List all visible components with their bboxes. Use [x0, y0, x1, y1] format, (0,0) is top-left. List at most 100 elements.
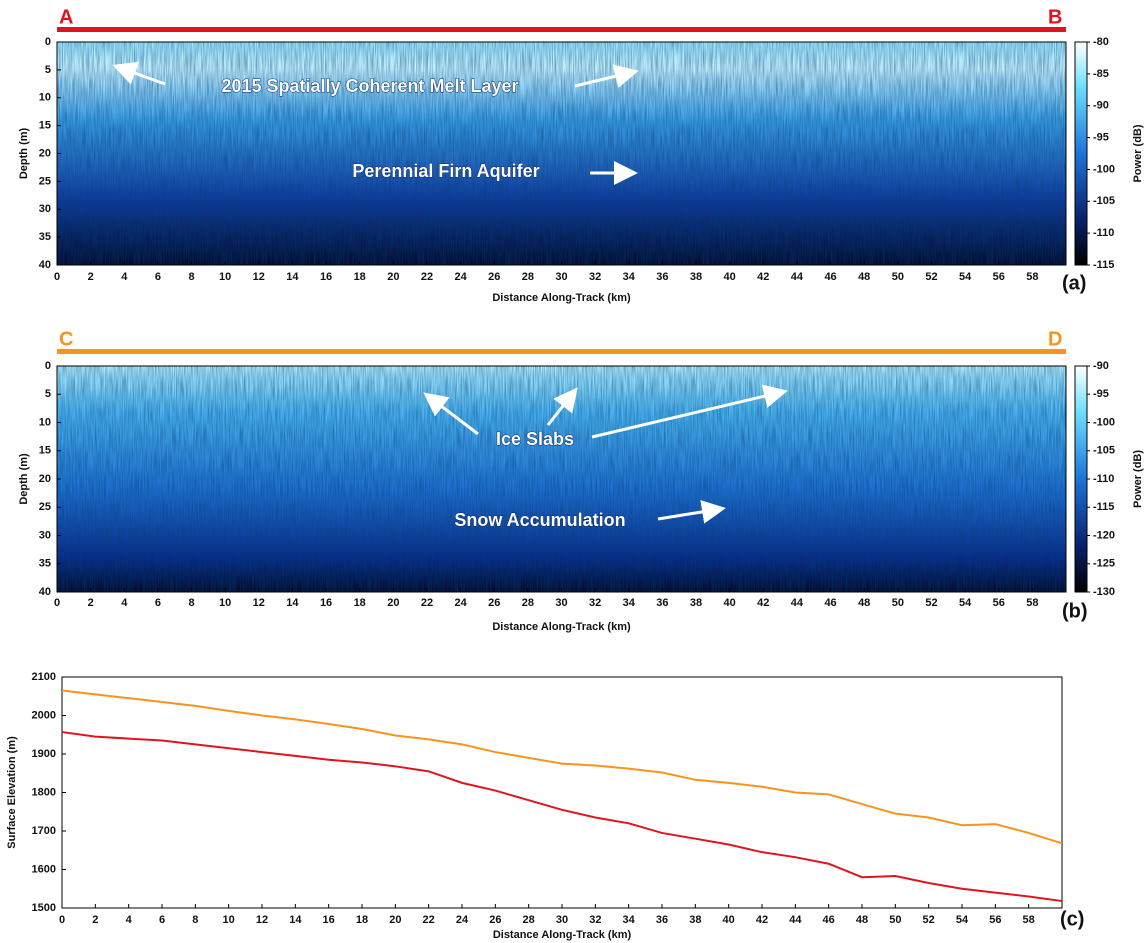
x-tick-label: 36 — [656, 914, 668, 926]
colorbar-tick-label: -80 — [1093, 36, 1109, 48]
x-tick-label: 38 — [690, 597, 702, 609]
x-tick-label: 36 — [656, 271, 668, 283]
panel-label: (a) — [1062, 272, 1086, 294]
x-tick-label: 12 — [253, 271, 265, 283]
x-tick-label: 46 — [824, 597, 836, 609]
x-tick-label: 2 — [88, 597, 94, 609]
x-tick-label: 16 — [320, 597, 332, 609]
colorbar-tick-label: -90 — [1093, 100, 1109, 112]
x-tick-label: 14 — [286, 271, 299, 283]
x-tick-label: 58 — [1026, 271, 1038, 283]
x-tick-label: 42 — [757, 597, 769, 609]
x-tick-label: 22 — [421, 271, 433, 283]
x-tick-label: 6 — [155, 271, 161, 283]
x-tick-label: 4 — [121, 597, 128, 609]
colorbar-tick-label: -95 — [1093, 388, 1109, 400]
x-tick-label: 22 — [423, 914, 435, 926]
x-tick-label: 6 — [159, 914, 165, 926]
x-tick-label: 10 — [219, 597, 231, 609]
x-tick-label: 44 — [789, 914, 802, 926]
x-tick-label: 24 — [454, 597, 467, 609]
x-tick-label: 14 — [289, 914, 302, 926]
x-tick-label: 42 — [757, 271, 769, 283]
x-tick-label: 40 — [724, 597, 736, 609]
profile-end: B — [1048, 6, 1062, 28]
x-tick-label: 28 — [522, 271, 534, 283]
x-tick-label: 50 — [889, 914, 901, 926]
axes-box — [61, 676, 1063, 909]
x-tick-label: 30 — [556, 914, 568, 926]
x-tick-label: 54 — [956, 914, 969, 926]
y-tick-label: 30 — [39, 203, 51, 215]
colorbar-tick-label: -100 — [1093, 416, 1115, 428]
y-tick-label: 20 — [39, 473, 51, 485]
x-tick-label: 38 — [690, 271, 702, 283]
annotation: Perennial Firn Aquifer — [352, 161, 539, 181]
y-tick-label: 1500 — [32, 902, 56, 914]
y-tick-label: 40 — [39, 586, 51, 598]
x-tick-label: 8 — [188, 597, 194, 609]
x-tick-label: 48 — [858, 271, 870, 283]
annotation: 2015 Spatially Coherent Melt Layer — [221, 76, 518, 96]
axes-box — [56, 41, 1067, 266]
x-tick-label: 40 — [723, 914, 735, 926]
x-tick-label: 52 — [923, 914, 935, 926]
arrow — [591, 384, 788, 439]
x-tick-label: 30 — [555, 271, 567, 283]
panels: A B0 2 4 6 8 10 12 14 16 18 20 22 24 26 28 30 32 34 36 38 40 4… — [6, 6, 1144, 941]
panel-label: (b) — [1062, 600, 1088, 622]
y-tick-label: 35 — [39, 231, 51, 243]
y-tick-label: 10 — [39, 416, 51, 428]
x-tick-label: 18 — [354, 271, 366, 283]
colorbar-tick-label: -110 — [1093, 227, 1114, 239]
x-tick-label: 28 — [523, 914, 535, 926]
colorbar-tick-label: -115 — [1093, 501, 1114, 513]
x-tick-label: 42 — [756, 914, 768, 926]
y-tick-label: 1800 — [32, 786, 56, 798]
x-tick-label: 2 — [92, 914, 98, 926]
x-tick-label: 20 — [389, 914, 401, 926]
x-tick-label: 52 — [925, 271, 937, 283]
x-axis-title: Distance Along-Track (km) — [492, 292, 631, 304]
x-tick-label: 48 — [856, 914, 868, 926]
colorbar-tick-label: -95 — [1093, 131, 1109, 143]
y-tick-label: 15 — [39, 120, 51, 132]
x-tick-label: 4 — [126, 914, 133, 926]
x-tick-label: 34 — [623, 914, 636, 926]
x-tick-label: 38 — [689, 914, 701, 926]
x-axis-title: Distance Along-Track (km) — [493, 929, 632, 941]
x-tick-label: 28 — [522, 597, 534, 609]
x-tick-label: 44 — [791, 597, 804, 609]
arrow — [112, 61, 166, 86]
x-tick-label: 46 — [823, 914, 835, 926]
x-tick-label: 0 — [59, 914, 65, 926]
radargram-texture — [57, 366, 1066, 592]
y-tick-label: 1900 — [32, 748, 56, 760]
y-axis-title: Depth (m) — [18, 453, 30, 505]
arrow — [657, 500, 726, 524]
elevation-line — [61, 731, 1063, 903]
x-tick-label: 4 — [121, 271, 128, 283]
y-tick-label: 1700 — [32, 825, 56, 837]
x-tick-label: 44 — [791, 271, 804, 283]
x-tick-label: 58 — [1026, 597, 1038, 609]
profile-start: C — [59, 328, 73, 350]
colorbar-tick-label: -90 — [1093, 360, 1109, 372]
x-tick-label: 10 — [219, 271, 231, 283]
axes-box — [56, 365, 1067, 593]
x-tick-label: 40 — [724, 271, 736, 283]
y-tick-label: 2000 — [32, 709, 56, 721]
arrow — [574, 64, 639, 88]
x-tick-label: 0 — [54, 597, 60, 609]
colorbar-tick-label: -115 — [1093, 259, 1114, 271]
colorbar-tick-label: -130 — [1093, 586, 1115, 598]
x-tick-label: 18 — [356, 914, 368, 926]
arrow — [423, 392, 479, 436]
arrow — [546, 387, 578, 426]
profile-end: D — [1048, 328, 1062, 350]
x-tick-label: 24 — [454, 271, 467, 283]
y-tick-label: 5 — [45, 64, 51, 76]
panel-label: (c) — [1060, 908, 1084, 930]
annotation: Ice Slabs — [496, 429, 574, 449]
x-tick-label: 54 — [959, 597, 972, 609]
